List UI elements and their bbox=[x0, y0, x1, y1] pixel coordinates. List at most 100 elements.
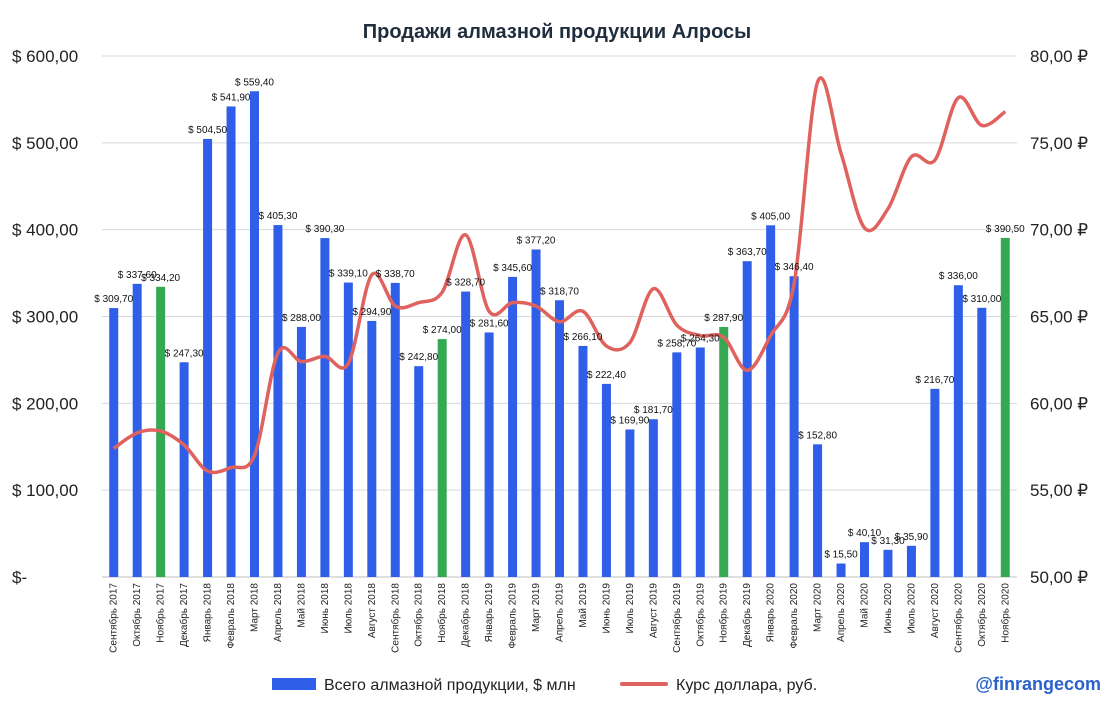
legend-bar-label: Всего алмазной продукции, $ млн bbox=[324, 677, 576, 694]
bar-value-label: $ 35,90 bbox=[895, 532, 929, 543]
x-tick-label: Июнь 2019 bbox=[601, 583, 612, 634]
bar bbox=[484, 332, 494, 577]
bar bbox=[226, 106, 236, 577]
x-tick-label: Декабрь 2018 bbox=[460, 583, 472, 647]
x-tick-label: Август 2018 bbox=[367, 583, 378, 639]
bar bbox=[977, 307, 987, 577]
x-tick-label: Ноябрь 2019 bbox=[718, 583, 730, 643]
bar bbox=[578, 345, 588, 577]
x-tick-label: Февраль 2018 bbox=[226, 583, 237, 649]
bar bbox=[695, 347, 705, 577]
x-tick-label: Октябрь 2018 bbox=[413, 583, 425, 647]
bar bbox=[203, 138, 213, 577]
x-tick-label: Ноябрь 2020 bbox=[999, 583, 1011, 643]
x-tick-label: Май 2020 bbox=[860, 583, 871, 628]
bar-value-label: $ 242,80 bbox=[399, 352, 438, 363]
bar bbox=[766, 225, 776, 577]
right-tick-label: 70,00 ₽ bbox=[1030, 221, 1088, 240]
x-tick-label: Июнь 2020 bbox=[883, 583, 894, 634]
bar-value-label: $ 274,00 bbox=[423, 325, 462, 336]
bar-value-label: $ 336,00 bbox=[939, 271, 978, 282]
bar-value-label: $ 15,50 bbox=[824, 550, 858, 561]
bar bbox=[625, 429, 635, 577]
bar-value-label: $ 390,30 bbox=[305, 224, 344, 235]
bar-value-label: $ 363,70 bbox=[728, 247, 767, 258]
x-tick-label: Апрель 2020 bbox=[836, 583, 847, 642]
x-tick-label: Март 2019 bbox=[531, 583, 542, 632]
x-tick-label: Май 2019 bbox=[578, 583, 589, 628]
bar-value-label: $ 287,90 bbox=[704, 313, 743, 324]
x-tick-label: Июль 2020 bbox=[906, 583, 917, 634]
bar-value-label: $ 222,40 bbox=[587, 370, 626, 381]
bar-value-label: $ 338,70 bbox=[376, 269, 415, 280]
bar bbox=[883, 549, 893, 577]
bar-value-label: $ 288,00 bbox=[282, 313, 321, 324]
bar bbox=[555, 300, 564, 577]
x-tick-label: Декабрь 2019 bbox=[741, 583, 753, 647]
x-tick-label: Май 2018 bbox=[296, 583, 307, 628]
bar-value-label: $ 31,30 bbox=[871, 536, 905, 547]
line-series bbox=[112, 76, 1007, 475]
bar-series bbox=[109, 91, 1010, 578]
bar bbox=[390, 282, 400, 577]
left-tick-label: $ 500,00 bbox=[12, 134, 78, 153]
x-tick-label: Сентябрь 2017 bbox=[108, 583, 120, 653]
bar-value-label: $ 405,30 bbox=[258, 211, 297, 222]
bar-value-label: $ 310,00 bbox=[962, 294, 1001, 305]
bar-value-label: $ 309,70 bbox=[94, 294, 133, 305]
bar-value-label: $ 559,40 bbox=[235, 77, 274, 88]
legend-line-label: Курс доллара, руб. bbox=[676, 677, 817, 694]
bar bbox=[273, 225, 283, 577]
bar bbox=[132, 283, 142, 577]
left-tick-label: $ 100,00 bbox=[12, 481, 78, 500]
x-tick-label: Апрель 2019 bbox=[555, 583, 566, 642]
bar-value-label: $ 345,60 bbox=[493, 263, 532, 274]
legend: Всего алмазной продукции, $ млн Курс дол… bbox=[272, 677, 817, 694]
left-tick-label: $ 600,00 bbox=[12, 47, 78, 66]
bar bbox=[343, 282, 353, 577]
x-tick-label: Сентябрь 2019 bbox=[671, 583, 683, 653]
bar-value-label: $ 405,00 bbox=[751, 211, 790, 222]
bar-value-label: $ 337,60 bbox=[118, 270, 157, 281]
x-tick-label: Август 2020 bbox=[930, 583, 941, 639]
x-tick-label: Ноябрь 2017 bbox=[155, 583, 167, 643]
bar bbox=[508, 276, 518, 577]
legend-bar-swatch bbox=[272, 678, 316, 690]
left-tick-label: $ 300,00 bbox=[12, 308, 78, 327]
bar-value-label: $ 169,90 bbox=[610, 415, 649, 426]
bar bbox=[531, 249, 541, 577]
bar-value-label: $ 334,20 bbox=[141, 273, 180, 284]
bar bbox=[719, 327, 729, 577]
watermark: @finrangecom bbox=[975, 674, 1101, 694]
chart-title: Продажи алмазной продукции Алросы bbox=[363, 21, 752, 43]
bar-value-label: $ 541,90 bbox=[212, 92, 251, 103]
bar bbox=[461, 291, 471, 577]
bar bbox=[813, 444, 823, 577]
bar-value-label: $ 181,70 bbox=[634, 405, 673, 416]
bar bbox=[672, 352, 682, 577]
x-tick-label: Август 2019 bbox=[648, 583, 659, 639]
x-tick-label: Октябрь 2020 bbox=[976, 583, 988, 647]
x-tick-label: Февраль 2020 bbox=[789, 583, 800, 649]
bar bbox=[648, 419, 658, 577]
right-tick-label: 65,00 ₽ bbox=[1030, 308, 1088, 327]
bar bbox=[109, 308, 119, 577]
left-tick-label: $ 200,00 bbox=[12, 394, 78, 413]
x-tick-label: Март 2018 bbox=[250, 583, 261, 632]
bar-value-label: $ 216,70 bbox=[915, 375, 954, 386]
x-tick-label: Июнь 2018 bbox=[320, 583, 331, 634]
x-tick-label: Сентябрь 2018 bbox=[389, 583, 401, 653]
bar bbox=[930, 388, 940, 577]
x-tick-label: Ноябрь 2018 bbox=[436, 583, 448, 643]
data-labels: $ 309,70 $ 337,60$ 334,20 $ 247,30 $ 504,50… bbox=[94, 77, 1025, 560]
x-axis-ticks: Сентябрь 2017 Октябрь 2017 Ноябрь 2017 Дека… bbox=[108, 583, 1012, 653]
bar-value-label: $ 40,10 bbox=[848, 528, 882, 539]
bar-value-label: $ 318,70 bbox=[540, 286, 579, 297]
bar-value-label: $ 264,30 bbox=[681, 333, 720, 344]
bar bbox=[860, 542, 869, 577]
bar bbox=[953, 285, 963, 577]
bar-value-label: $ 377,20 bbox=[517, 235, 556, 246]
bar bbox=[414, 366, 424, 577]
bar bbox=[601, 383, 611, 577]
